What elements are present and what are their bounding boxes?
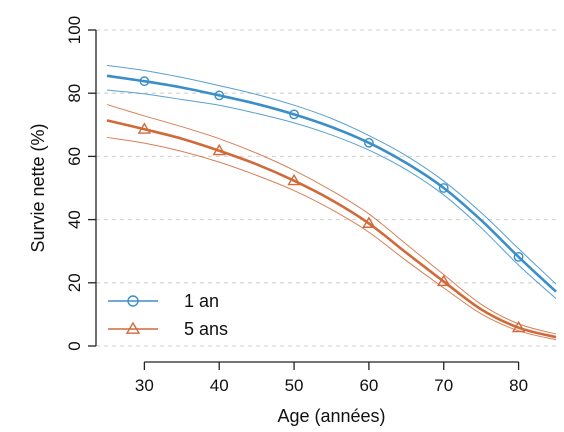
- series-2-lower-band: [106, 136, 557, 341]
- legend: 1 an 5 ans: [108, 291, 228, 339]
- x-tick-label-30: 30: [135, 376, 154, 395]
- x-tick-label-80: 80: [509, 376, 528, 395]
- series-2-upper-band: [106, 104, 557, 335]
- series-2-line: [106, 119, 557, 339]
- y-tick-label-60: 60: [65, 147, 84, 166]
- confidence-bands: [106, 64, 557, 341]
- series-1-point-50: [289, 109, 299, 120]
- series-1-point-80: [513, 251, 524, 262]
- series-markers: [137, 76, 526, 333]
- series-2-point-40: [212, 143, 226, 156]
- x-tick-label-40: 40: [210, 376, 229, 395]
- series-1-point-60: [364, 137, 374, 148]
- y-tick-label-100: 100: [65, 16, 84, 44]
- y-tick-label-40: 40: [65, 210, 84, 229]
- series-1-line: [106, 74, 557, 293]
- series-lines: [106, 74, 557, 339]
- series-1-upper-band: [106, 64, 557, 285]
- legend-item-1-marker: [127, 295, 139, 307]
- series-1-point-70: [438, 183, 449, 193]
- y-tick-label-80: 80: [65, 84, 84, 103]
- series-2-point-80: [511, 320, 526, 333]
- legend-item-2-label: 5 ans: [184, 319, 228, 339]
- axes: 0 20 40 60 80 100 30 40 50 60 70 80 Age (années) Surv…: [28, 16, 528, 426]
- x-tick-label-60: 60: [359, 376, 378, 395]
- series-1-point-30: [139, 76, 150, 87]
- series-1-lower-band: [106, 89, 557, 299]
- series-2-point-30: [137, 122, 152, 134]
- legend-item-2-marker: [125, 321, 141, 334]
- series-2-point-50: [287, 173, 301, 186]
- grid-layer: [96, 29, 556, 347]
- x-tick-label-70: 70: [434, 376, 453, 395]
- series-2-point-70: [437, 274, 451, 287]
- y-tick-label-20: 20: [65, 273, 84, 292]
- series-2-point-60: [362, 216, 376, 228]
- legend-item-1-label: 1 an: [184, 291, 219, 311]
- x-axis-title: Age (années): [277, 406, 385, 426]
- series-1-point-40: [214, 90, 225, 101]
- x-tick-label-50: 50: [285, 376, 304, 395]
- y-axis-title: Survie nette (%): [28, 123, 48, 252]
- y-tick-label-0: 0: [65, 341, 84, 350]
